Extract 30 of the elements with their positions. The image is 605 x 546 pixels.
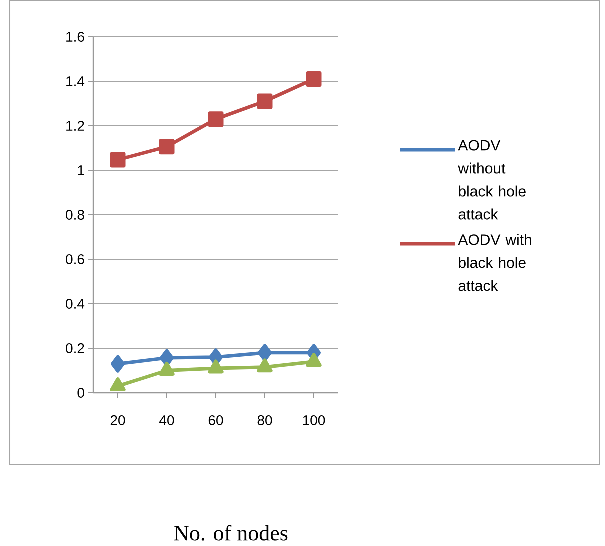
point	[159, 362, 175, 376]
x-tick-label: 60	[208, 416, 224, 426]
y-tick-label: 1	[78, 166, 84, 176]
y-tick-label: 0.4	[66, 299, 85, 309]
point	[160, 349, 174, 367]
legend-label: AODV without black hole attack	[458, 140, 526, 220]
x-tick-label: 40	[160, 416, 174, 426]
point	[258, 344, 272, 362]
point	[110, 378, 126, 392]
x-axis-title: No. of nodes	[174, 525, 288, 541]
y-tick-label: 1.6	[66, 32, 84, 42]
point	[111, 355, 126, 373]
x-tick-label: 20	[110, 416, 126, 426]
point	[208, 112, 224, 128]
point	[257, 358, 273, 373]
y-tick-label: 1.2	[66, 121, 84, 131]
point	[208, 360, 224, 374]
point	[306, 72, 322, 88]
x-tick-label: 80	[258, 416, 272, 426]
y-tick-label: 0.2	[66, 344, 84, 354]
y-tick-label: 0	[78, 388, 84, 398]
y-tick-label: 1.4	[66, 76, 85, 86]
y-tick-label: 0.6	[66, 254, 84, 264]
x-tick-label: 100	[303, 416, 326, 426]
point	[159, 139, 175, 155]
point	[110, 152, 126, 168]
y-tick-label: 0.8	[66, 210, 84, 220]
point	[257, 94, 273, 110]
point	[306, 353, 322, 368]
legend-label: AODV with black hole attack	[458, 234, 532, 292]
